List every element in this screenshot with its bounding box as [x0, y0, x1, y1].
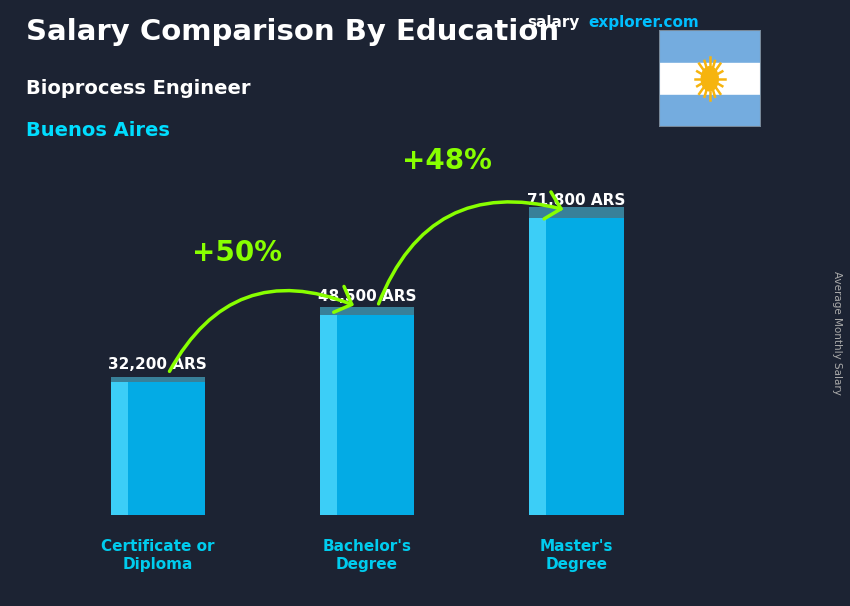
Text: Bachelor's
Degree: Bachelor's Degree — [323, 539, 411, 571]
Text: Master's
Degree: Master's Degree — [540, 539, 613, 571]
Bar — [659, 30, 761, 62]
Text: +48%: +48% — [402, 147, 491, 175]
Text: 32,200 ARS: 32,200 ARS — [108, 357, 207, 371]
Bar — [320, 315, 414, 515]
FancyArrowPatch shape — [169, 287, 352, 371]
Bar — [110, 377, 205, 382]
Text: Certificate or
Diploma: Certificate or Diploma — [101, 539, 214, 571]
Text: Buenos Aires: Buenos Aires — [26, 121, 169, 140]
Bar — [530, 218, 624, 515]
Text: Salary Comparison By Education: Salary Comparison By Education — [26, 18, 558, 46]
Bar — [659, 62, 761, 95]
Circle shape — [704, 70, 716, 87]
FancyArrowPatch shape — [378, 192, 561, 304]
Text: salary: salary — [527, 15, 580, 30]
Text: Bioprocess Engineer: Bioprocess Engineer — [26, 79, 250, 98]
Text: 48,500 ARS: 48,500 ARS — [318, 290, 416, 304]
Bar — [320, 315, 337, 515]
Circle shape — [701, 67, 718, 91]
Text: 71,800 ARS: 71,800 ARS — [527, 193, 626, 208]
Bar — [530, 207, 624, 218]
Bar — [659, 95, 761, 127]
Bar — [530, 218, 547, 515]
Text: explorer.com: explorer.com — [588, 15, 699, 30]
Bar — [110, 382, 128, 515]
Text: Average Monthly Salary: Average Monthly Salary — [832, 271, 842, 395]
Text: +50%: +50% — [192, 239, 282, 267]
Bar — [320, 307, 414, 315]
Bar — [110, 382, 205, 515]
